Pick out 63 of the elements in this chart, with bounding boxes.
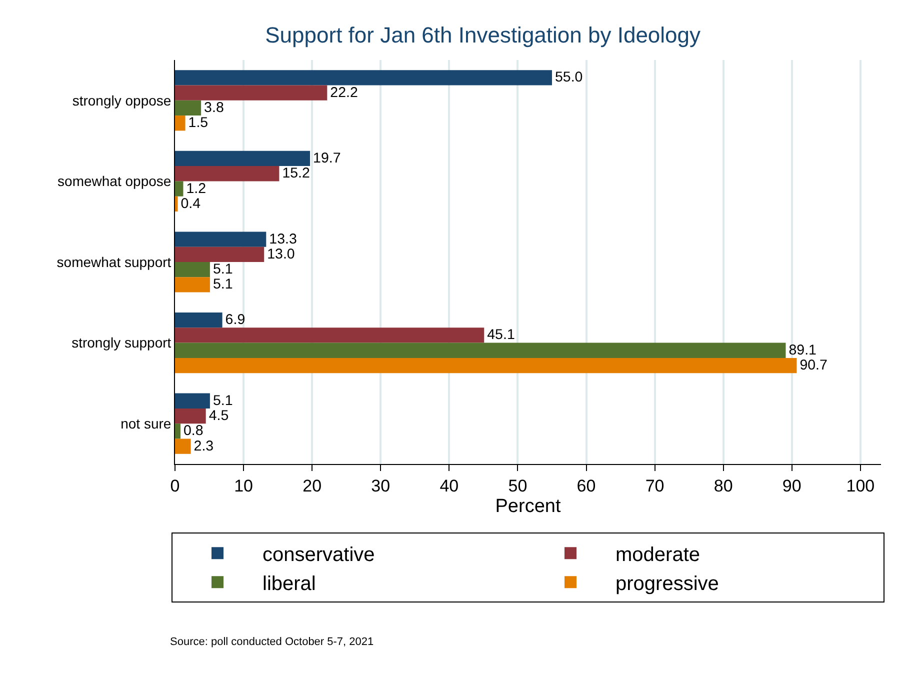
x-tick-label: 80 (714, 476, 733, 496)
data-label: 5.1 (212, 262, 233, 278)
legend-label: moderate (616, 544, 700, 566)
bar (175, 232, 266, 247)
data-label: 13.3 (269, 231, 297, 248)
legend-label: progressive (616, 572, 719, 595)
y-tick-label: somewhat oppose (58, 173, 172, 190)
bar (175, 312, 222, 328)
data-label: 5.1 (212, 276, 233, 293)
bar (175, 70, 552, 86)
bar (175, 342, 786, 358)
bar (175, 438, 191, 454)
data-label: 55.0 (554, 70, 583, 86)
data-label: 4.5 (208, 408, 229, 424)
bar (175, 277, 210, 292)
data-label: 22.2 (330, 84, 358, 101)
x-tick-label: 40 (440, 476, 459, 496)
data-label: 90.7 (800, 358, 828, 374)
data-label: 15.2 (282, 166, 310, 182)
x-tick-label: 100 (846, 476, 875, 496)
bar (175, 358, 797, 374)
data-label: 1.2 (186, 180, 206, 197)
bar (175, 166, 280, 182)
data-label: 0.4 (180, 196, 201, 212)
x-tick-label: 70 (645, 476, 664, 496)
y-tick-label: strongly support (72, 334, 172, 351)
x-tick-label: 90 (782, 476, 802, 496)
data-label: 89.1 (788, 342, 817, 358)
y-tick-label: not sure (120, 416, 172, 432)
legend-label: conservative (262, 544, 375, 566)
bar (175, 424, 180, 439)
x-axis-title: Percent (495, 496, 562, 518)
x-tick-label: 50 (508, 476, 528, 496)
legend-label: liberal (262, 572, 316, 595)
bar (175, 150, 310, 166)
data-label: 45.1 (487, 327, 515, 344)
data-label: 19.7 (313, 150, 341, 166)
chart-title: Support for Jan 6th Investigation by Ideology (265, 22, 701, 48)
bar (175, 408, 206, 424)
bar (175, 100, 202, 116)
y-tick-label: somewhat support (56, 254, 172, 270)
data-label: 6.9 (225, 312, 246, 328)
bar (175, 246, 264, 262)
bar (175, 393, 210, 408)
bar (175, 262, 210, 278)
x-tick-label: 10 (234, 476, 253, 496)
data-label: 1.5 (188, 115, 208, 132)
bar (175, 116, 186, 131)
data-label: 5.1 (212, 392, 233, 409)
data-label: 0.8 (183, 423, 204, 440)
y-tick-label: strongly oppose (72, 92, 172, 108)
data-label: 2.3 (194, 438, 214, 454)
bar (175, 85, 328, 100)
bar (175, 328, 484, 343)
x-tick-label: 0 (170, 476, 180, 496)
bar (175, 196, 178, 212)
data-label: 3.8 (204, 100, 224, 116)
data-label: 13.0 (267, 246, 295, 262)
x-tick-label: 30 (371, 476, 390, 496)
x-tick-label: 60 (576, 476, 596, 496)
x-tick-label: 20 (302, 476, 322, 496)
bar (175, 181, 184, 196)
source-note: Source: poll conducted October 5-7, 2021 (170, 636, 374, 648)
